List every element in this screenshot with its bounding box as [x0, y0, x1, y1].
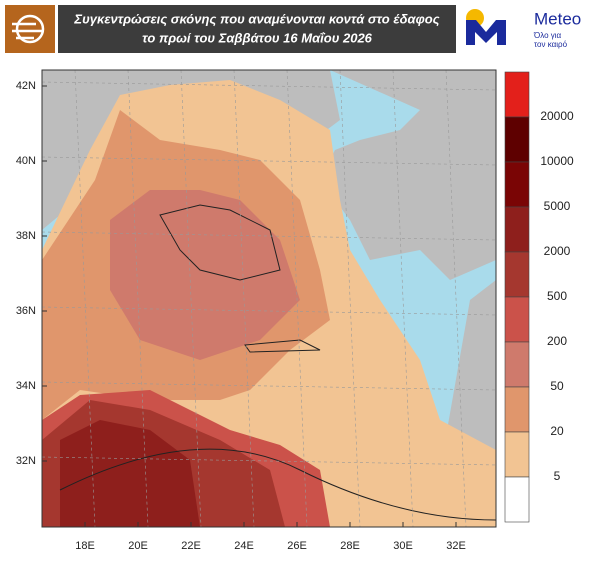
logo-tagline: Όλο για	[533, 31, 562, 40]
title-line: το πρωί του Σαββάτου 16 Μαΐου 2026	[142, 30, 373, 45]
title-box	[58, 5, 456, 53]
grid-line	[180, 70, 202, 527]
lat-label: 42N	[16, 80, 36, 92]
icon	[12, 14, 45, 44]
lat-label: 40N	[16, 155, 36, 167]
legend-label: 50	[550, 379, 564, 393]
legend-swatch	[504, 161, 530, 208]
grid-line	[127, 70, 149, 527]
grid-line	[42, 306, 496, 316]
grid-line	[42, 156, 496, 166]
legend-swatch	[504, 476, 530, 523]
grid-line	[42, 456, 496, 466]
lat-labels: 42N 40N 38N 36N 34N 32N	[16, 80, 47, 467]
grid-line	[233, 70, 255, 527]
legend-swatch	[504, 251, 530, 298]
coastline	[59, 448, 496, 521]
legend-label: 200	[547, 334, 567, 348]
legend-swatch	[504, 341, 530, 388]
lat-label: 32N	[16, 455, 36, 467]
lat-label: 36N	[16, 305, 36, 317]
legend-swatch	[504, 296, 530, 343]
grid-line	[392, 70, 414, 527]
legend-swatch	[504, 386, 530, 433]
lon-label: 32E	[446, 540, 466, 552]
dust-2000	[60, 420, 200, 527]
dust-50	[110, 190, 300, 360]
grid-line	[42, 381, 496, 391]
lon-label: 24E	[234, 540, 254, 552]
grid-line	[42, 81, 496, 91]
legend-label: 500	[547, 289, 567, 303]
icon-box	[5, 5, 55, 53]
legend-label: 10000	[540, 154, 574, 168]
legend-label: 20	[550, 424, 564, 438]
grid-line	[286, 70, 308, 527]
title-line: Συγκεντρώσεις σκόνης που αναμένονται κον…	[73, 11, 439, 26]
lat-label: 34N	[16, 380, 36, 392]
land	[320, 70, 496, 280]
map	[42, 70, 496, 527]
graticule	[42, 70, 496, 527]
lon-label: 20E	[128, 540, 148, 552]
lon-labels: 18E 20E 22E 24E 26E 28E 30E 32E	[75, 522, 466, 552]
lon-label: 22E	[181, 540, 201, 552]
logo-mark	[466, 20, 506, 45]
lat-label: 38N	[16, 230, 36, 242]
legend-swatch	[504, 71, 530, 118]
legend-label: 5000	[544, 199, 571, 213]
map-frame	[41, 69, 497, 528]
legend-label: 20000	[540, 109, 574, 123]
legend-label: 5	[554, 469, 561, 483]
coastline	[159, 204, 321, 353]
lon-label: 26E	[287, 540, 307, 552]
logo-tagline: τον καιρό	[534, 40, 568, 49]
logo: Meteo Όλο για τον καιρό	[466, 9, 581, 49]
grid-line	[339, 70, 361, 527]
lon-label: 28E	[340, 540, 360, 552]
logo-name: Meteo	[534, 9, 581, 28]
legend: 20000 10000 5000 2000 500 200 50 20 5	[504, 71, 574, 523]
lon-label: 18E	[75, 540, 95, 552]
legend-label: 2000	[544, 244, 571, 258]
grid-line	[42, 231, 496, 241]
lon-label: 30E	[393, 540, 413, 552]
grid-line	[445, 70, 467, 527]
legend-swatch	[504, 431, 530, 478]
grid-line	[74, 70, 96, 527]
legend-swatch	[504, 206, 530, 253]
legend-swatch	[504, 116, 530, 163]
